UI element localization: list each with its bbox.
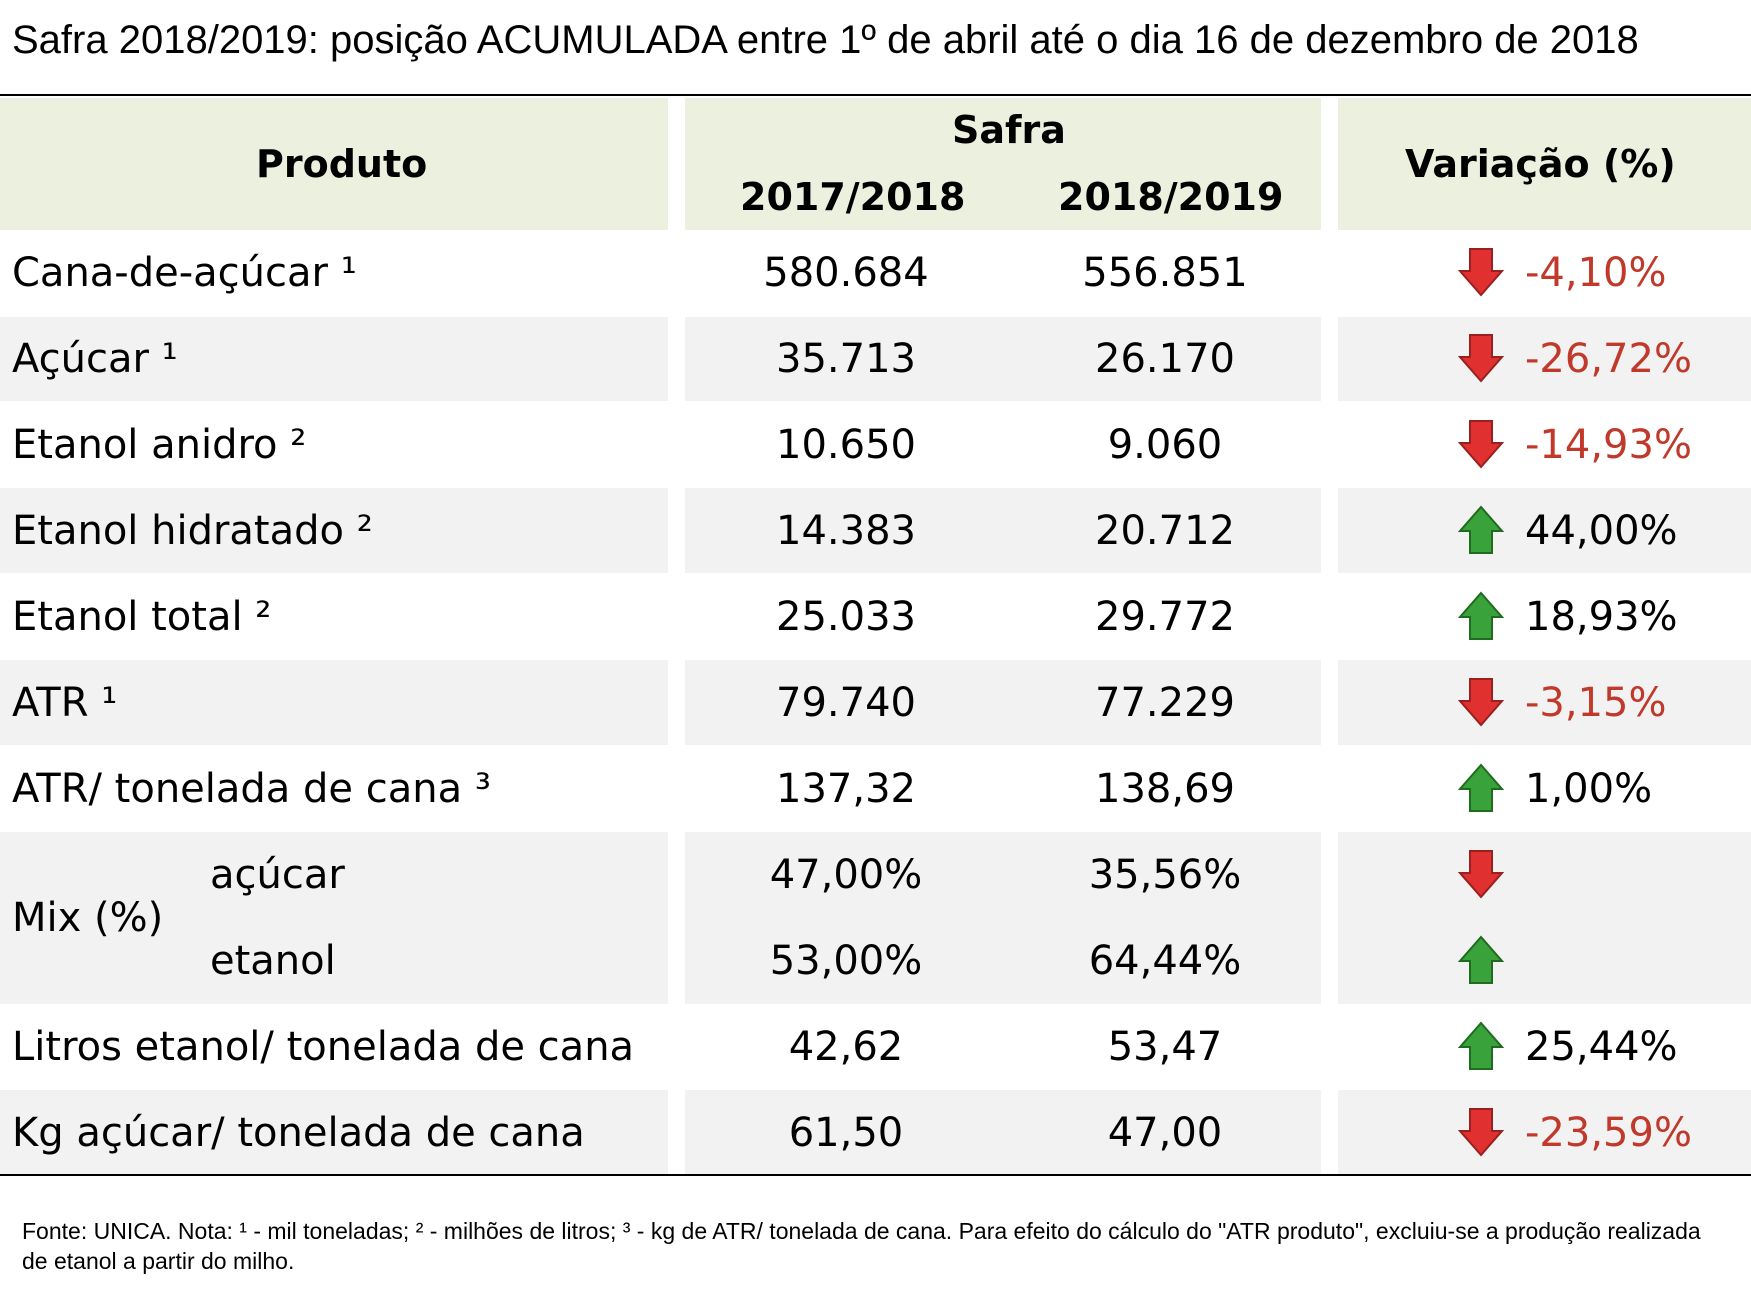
row-band — [0, 660, 668, 745]
row-label: Etanol total ² — [12, 594, 272, 640]
value-2018-2019: 29.772 — [1095, 594, 1235, 640]
row-band — [1338, 317, 1751, 401]
value-2018-2019: 9.060 — [1107, 422, 1223, 468]
mix-acucar-2018-2019: 35,56% — [1088, 852, 1242, 898]
bottom-rule — [0, 1174, 1751, 1176]
header-produto: Produto — [256, 142, 428, 186]
arrow-up-icon — [1458, 1021, 1504, 1070]
header-variacao: Variação (%) — [1405, 142, 1676, 186]
value-2017-2018: 25.033 — [776, 594, 916, 640]
row-label: Açúcar ¹ — [12, 336, 178, 382]
row-label: Litros etanol/ tonelada de cana — [12, 1024, 635, 1070]
page-title: Safra 2018/2019: posição ACUMULADA entre… — [12, 18, 1639, 62]
row-band — [685, 1090, 1321, 1174]
value-2017-2018: 10.650 — [776, 422, 916, 468]
arrow-down-icon — [1458, 678, 1504, 727]
variation-value: 18,93% — [1525, 594, 1678, 640]
value-2017-2018: 35.713 — [776, 336, 916, 382]
value-2017-2018: 580.684 — [763, 250, 929, 296]
header-safra: Safra — [952, 108, 1066, 152]
mix-acucar-label: açúcar — [210, 852, 345, 898]
row-label: Cana-de-açúcar ¹ — [12, 250, 357, 296]
value-2018-2019: 556.851 — [1082, 250, 1248, 296]
row-band — [0, 1090, 668, 1174]
value-2017-2018: 42,62 — [788, 1024, 904, 1070]
value-2017-2018: 14.383 — [776, 508, 916, 554]
header-col-2018-2019: 2018/2019 — [1058, 175, 1284, 219]
row-label: ATR/ tonelada de cana ³ — [12, 766, 491, 812]
arrow-down-icon — [1458, 850, 1504, 899]
value-2018-2019: 47,00 — [1107, 1110, 1223, 1156]
mix-band — [1338, 832, 1751, 1004]
row-band — [685, 317, 1321, 401]
header-variacao-cell — [1338, 98, 1751, 230]
arrow-up-icon — [1458, 763, 1504, 812]
row-band — [0, 317, 668, 401]
mix-band — [0, 832, 668, 1004]
variation-value: 25,44% — [1525, 1024, 1678, 1070]
arrow-up-icon — [1458, 935, 1504, 984]
arrow-up-icon — [1458, 505, 1504, 554]
variation-value: 44,00% — [1525, 508, 1678, 554]
value-2017-2018: 79.740 — [776, 680, 916, 726]
row-band — [0, 488, 668, 573]
value-2018-2019: 26.170 — [1095, 336, 1235, 382]
value-2018-2019: 77.229 — [1095, 680, 1235, 726]
variation-value: -23,59% — [1525, 1110, 1692, 1156]
top-rule — [0, 94, 1751, 96]
row-band — [685, 660, 1321, 745]
row-label: Etanol hidratado ² — [12, 508, 373, 554]
variation-value: -4,10% — [1525, 250, 1667, 296]
row-label: Etanol anidro ² — [12, 422, 307, 468]
variation-value: -26,72% — [1525, 336, 1692, 382]
row-band — [685, 488, 1321, 573]
row-band — [1338, 1090, 1751, 1174]
variation-value: -14,93% — [1525, 422, 1692, 468]
row-label: ATR ¹ — [12, 680, 118, 726]
value-2017-2018: 137,32 — [776, 766, 916, 812]
mix-band — [685, 832, 1321, 1004]
arrow-down-icon — [1458, 248, 1504, 297]
value-2018-2019: 53,47 — [1107, 1024, 1223, 1070]
header-col-2017-2018: 2017/2018 — [740, 175, 966, 219]
arrow-down-icon — [1458, 334, 1504, 383]
mix-etanol-2017-2018: 53,00% — [769, 938, 923, 984]
mix-acucar-2017-2018: 47,00% — [769, 852, 923, 898]
variation-value: 1,00% — [1525, 766, 1653, 812]
row-label: Kg açúcar/ tonelada de cana — [12, 1110, 585, 1156]
variation-value: -3,15% — [1525, 680, 1667, 726]
value-2017-2018: 61,50 — [788, 1110, 904, 1156]
mix-etanol-label: etanol — [210, 938, 336, 984]
value-2018-2019: 20.712 — [1095, 508, 1235, 554]
row-band — [1338, 660, 1751, 745]
mix-etanol-2018-2019: 64,44% — [1088, 938, 1242, 984]
row-band — [1338, 488, 1751, 573]
arrow-up-icon — [1458, 591, 1504, 640]
header-safra-cell — [685, 98, 1321, 230]
value-2018-2019: 138,69 — [1095, 766, 1235, 812]
footnote: Fonte: UNICA. Nota: ¹ - mil toneladas; ²… — [22, 1218, 1701, 1274]
header-produto-cell — [0, 98, 668, 230]
arrow-down-icon — [1458, 420, 1504, 469]
arrow-down-icon — [1458, 1108, 1504, 1157]
mix-label: Mix (%) — [12, 895, 164, 941]
